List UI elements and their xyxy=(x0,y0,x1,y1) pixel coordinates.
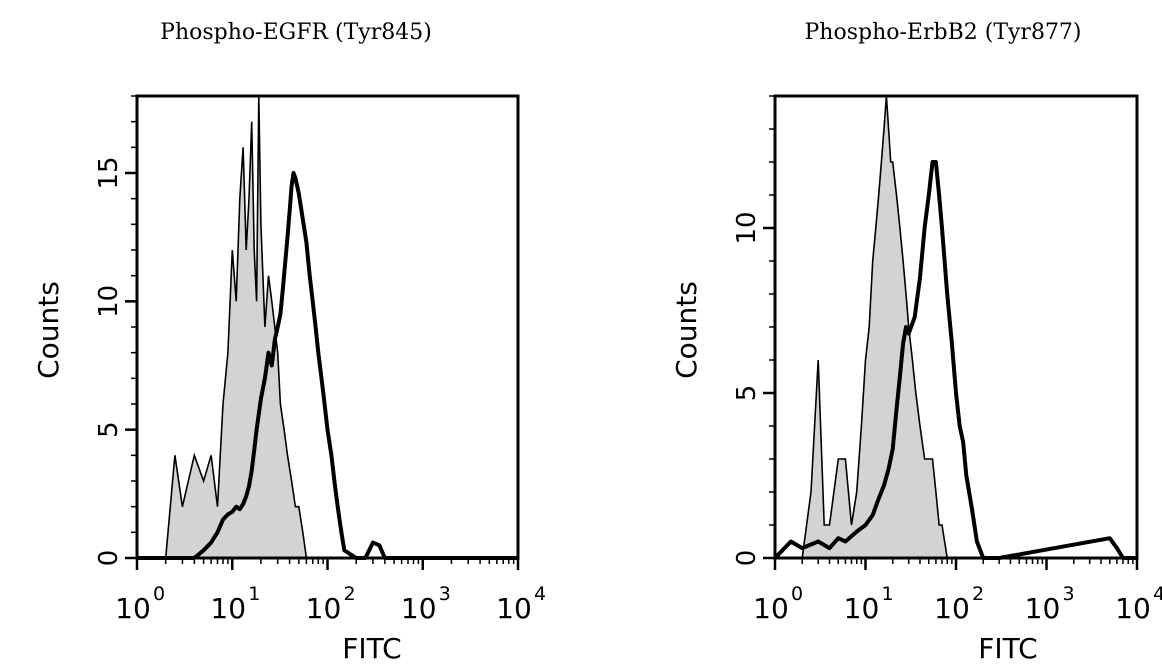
y-tick-label: 5 xyxy=(732,385,762,402)
y-axis-ticks: 0 5 10 xyxy=(732,95,775,567)
x-tick-label: 10 xyxy=(496,592,532,625)
x-tick-exponent: 4 xyxy=(1153,583,1162,605)
chart-title: Phospho-ErbB2 (Tyr877) xyxy=(804,20,1081,45)
x-tick-label: 10 xyxy=(934,592,970,625)
y-axis-label: Counts xyxy=(670,281,703,379)
x-tick-label: 10 xyxy=(753,592,789,625)
x-tick-label: 10 xyxy=(844,592,880,625)
x-axis-label: FITC xyxy=(978,632,1037,665)
x-tick-exponent: 2 xyxy=(972,583,984,605)
x-axis-label: FITC xyxy=(342,632,401,665)
histogram-line-0 xyxy=(137,95,328,559)
x-tick-exponent: 0 xyxy=(791,583,803,605)
histogram-line-1 xyxy=(137,171,518,560)
y-tick-label: 10 xyxy=(94,285,124,318)
y-tick-label: 0 xyxy=(94,550,124,567)
x-axis-ticks: 10 0 10 1 10 2 10 3 10 4 xyxy=(753,558,1162,625)
x-tick-label: 10 xyxy=(1115,592,1151,625)
chart-title: Phospho-EGFR (Tyr845) xyxy=(160,20,432,45)
x-tick-label: 10 xyxy=(210,592,246,625)
plot-frame xyxy=(773,94,1139,560)
x-tick-exponent: 3 xyxy=(1063,583,1075,605)
y-axis-ticks: 0 5 10 15 xyxy=(94,95,137,567)
x-tick-label: 10 xyxy=(306,592,342,625)
y-tick-label: 15 xyxy=(94,156,124,189)
series-layer xyxy=(773,95,1137,560)
x-tick-label: 10 xyxy=(401,592,437,625)
series-layer xyxy=(137,95,518,560)
histogram-fill-0 xyxy=(775,96,956,558)
x-tick-label: 10 xyxy=(1025,592,1061,625)
histogram-line-0 xyxy=(775,95,956,559)
y-axis-label: Counts xyxy=(32,281,65,379)
y-tick-label: 10 xyxy=(732,211,762,244)
x-tick-label: 10 xyxy=(115,592,151,625)
x-tick-exponent: 4 xyxy=(534,583,546,605)
x-tick-exponent: 0 xyxy=(153,583,165,605)
x-tick-exponent: 1 xyxy=(882,583,894,605)
y-tick-label: 0 xyxy=(732,550,762,567)
x-tick-exponent: 1 xyxy=(248,583,260,605)
x-tick-exponent: 2 xyxy=(344,583,356,605)
y-tick-label: 5 xyxy=(94,421,124,438)
x-tick-exponent: 3 xyxy=(439,583,451,605)
x-axis-ticks: 10 0 10 1 10 2 10 3 10 4 xyxy=(115,558,546,625)
histogram-line-1 xyxy=(773,160,1137,560)
histogram-fill-0 xyxy=(137,96,328,558)
